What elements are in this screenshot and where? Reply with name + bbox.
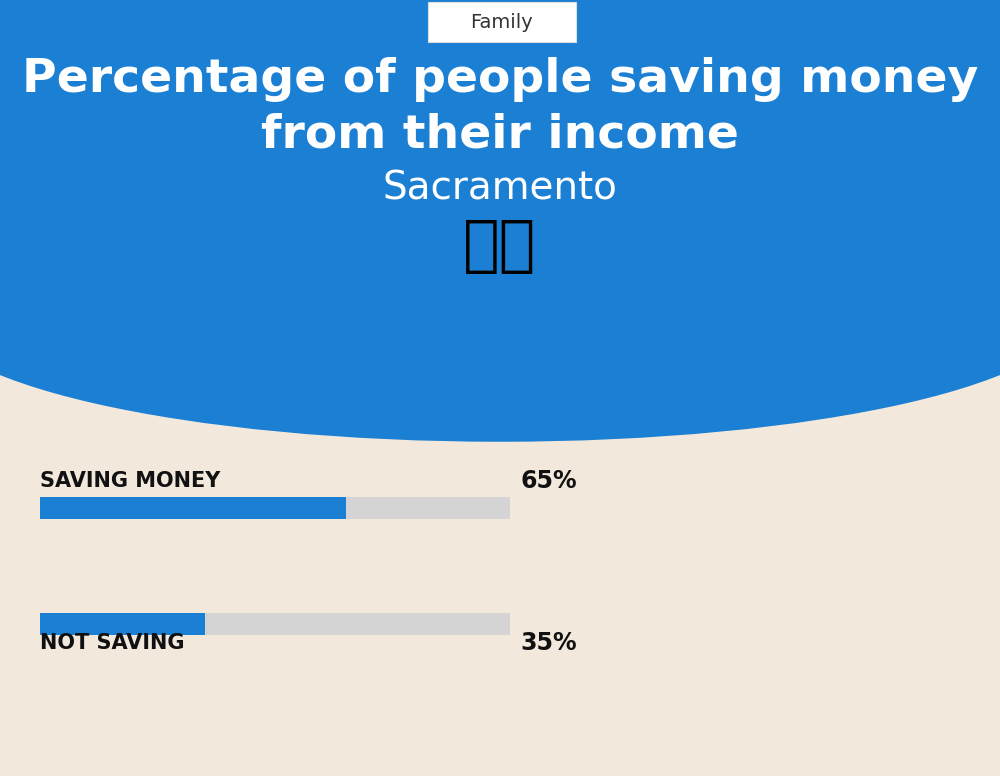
Bar <box>40 497 510 519</box>
Text: 65%: 65% <box>520 469 577 493</box>
Text: Percentage of people saving money: Percentage of people saving money <box>22 57 978 102</box>
Text: Sacramento: Sacramento <box>383 169 617 207</box>
Ellipse shape <box>0 178 1000 442</box>
Text: from their income: from their income <box>261 113 739 158</box>
Text: NOT SAVING: NOT SAVING <box>40 633 184 653</box>
Text: 🇺🇸: 🇺🇸 <box>463 217 537 276</box>
Bar <box>40 613 205 635</box>
Bar <box>40 613 510 635</box>
Text: Family: Family <box>471 12 533 32</box>
Bar <box>40 497 346 519</box>
Text: SAVING MONEY: SAVING MONEY <box>40 471 220 491</box>
Text: 35%: 35% <box>520 631 577 655</box>
Bar <box>0 0 1000 310</box>
FancyBboxPatch shape <box>428 2 576 42</box>
